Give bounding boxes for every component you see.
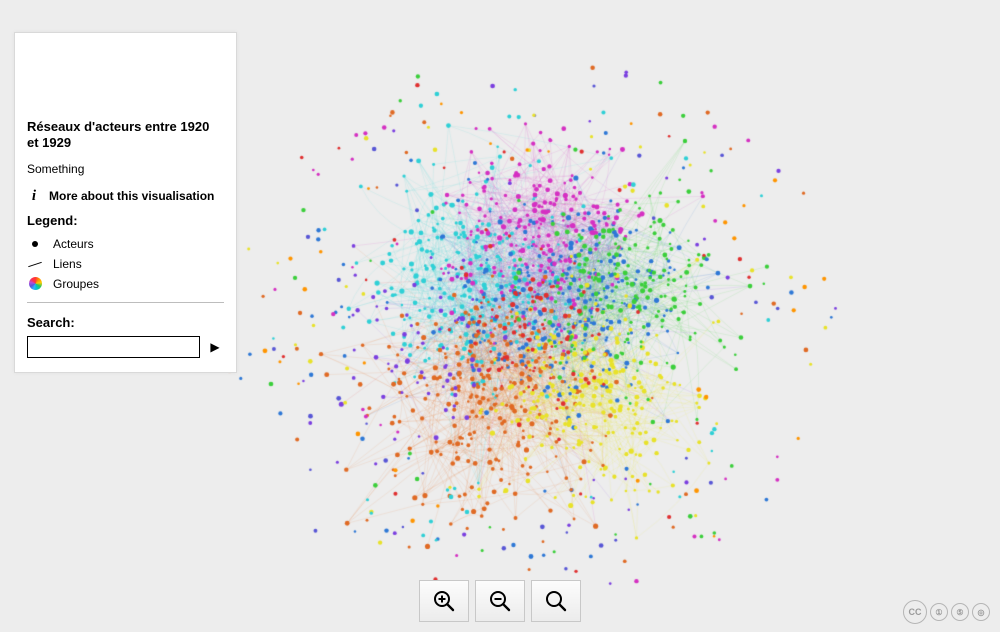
- panel-title: Réseaux d'acteurs entre 1920 et 1929: [27, 119, 224, 152]
- cc-attr-icon: ①: [930, 603, 948, 621]
- legend-list: ActeursLiensGroupes: [27, 234, 224, 294]
- zoom-toolbar: [419, 580, 581, 622]
- legend-line-icon: [27, 259, 43, 269]
- cc-nc-icon: ⑤: [951, 603, 969, 621]
- legend-dot-icon: [27, 241, 43, 247]
- search-input[interactable]: [27, 336, 200, 358]
- panel-divider: [27, 302, 224, 303]
- legend-header: Legend:: [27, 213, 224, 228]
- legend-groups-icon: [27, 277, 43, 290]
- legend-item: Liens: [27, 254, 224, 274]
- legend-item: Groupes: [27, 274, 224, 294]
- zoom-out-button[interactable]: [475, 580, 525, 622]
- panel-subtitle: Something: [27, 162, 224, 176]
- legend-item: Acteurs: [27, 234, 224, 254]
- more-about-link[interactable]: i More about this visualisation: [27, 188, 224, 205]
- more-about-label: More about this visualisation: [49, 189, 214, 203]
- legend-label: Liens: [53, 254, 82, 274]
- info-panel: Réseaux d'acteurs entre 1920 et 1929 Som…: [14, 32, 237, 373]
- zoom-fit-button[interactable]: [531, 580, 581, 622]
- panel-logo-space: [27, 33, 224, 119]
- zoom-out-icon: [488, 589, 512, 613]
- cc-icon: CC: [903, 600, 927, 624]
- legend-label: Groupes: [53, 274, 99, 294]
- search-header: Search:: [27, 315, 224, 330]
- zoom-in-icon: [432, 589, 456, 613]
- cc-license-badge[interactable]: CC ① ⑤ ◎: [903, 600, 990, 624]
- info-icon: i: [27, 188, 41, 205]
- legend-label: Acteurs: [53, 234, 94, 254]
- cc-sa-icon: ◎: [972, 603, 990, 621]
- search-icon: [544, 589, 568, 613]
- zoom-in-button[interactable]: [419, 580, 469, 622]
- search-go-button[interactable]: ▶: [206, 336, 224, 358]
